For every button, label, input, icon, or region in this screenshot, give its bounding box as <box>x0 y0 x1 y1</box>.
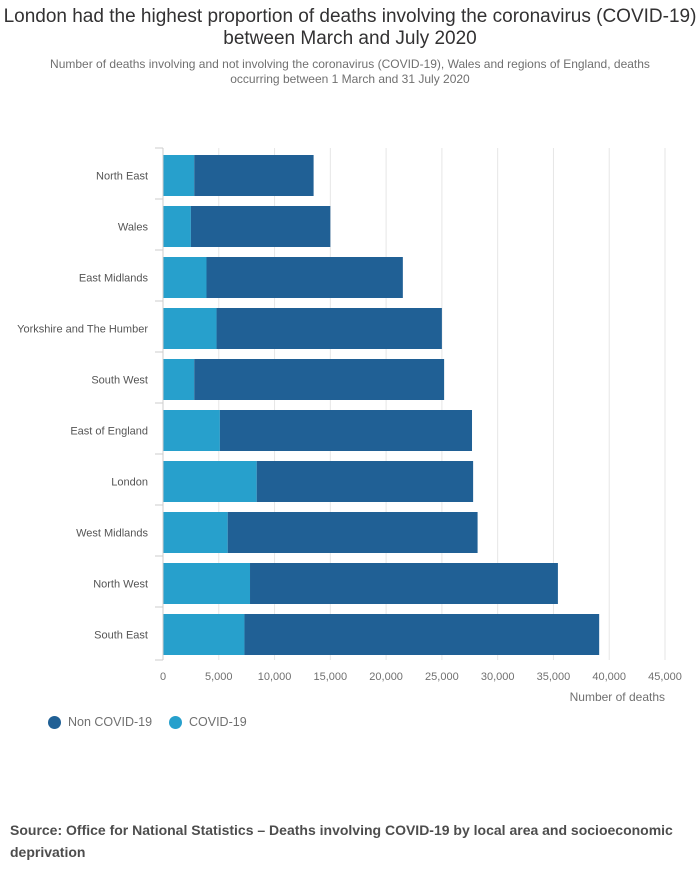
legend-label-non-covid: Non COVID-19 <box>68 715 153 729</box>
bar-covid-wales <box>163 206 191 247</box>
bar-non-covid-wales <box>190 206 331 247</box>
bar-covid-west-midlands <box>163 512 228 553</box>
bar-covid-north-west <box>163 563 251 604</box>
bar-covid-north-east <box>163 155 195 196</box>
bar-non-covid-london <box>256 461 474 502</box>
x-tick-label-7: 35,000 <box>537 671 571 683</box>
x-tick-label-5: 25,000 <box>425 671 459 683</box>
x-tick-label-0: 0 <box>160 671 166 683</box>
source-note: Source: Office for National Statistics –… <box>10 822 673 860</box>
bar-non-covid-north-west <box>250 563 558 604</box>
x-tick-label-1: 5,000 <box>205 671 233 683</box>
bar-non-covid-south-east <box>244 614 600 655</box>
bar-covid-yorkshire-and-the-humber <box>163 308 217 349</box>
bar-covid-south-west <box>163 359 195 400</box>
bar-non-covid-west-midlands <box>227 512 478 553</box>
category-label-london: London <box>111 477 148 489</box>
x-tick-label-6: 30,000 <box>481 671 515 683</box>
x-tick-label-3: 15,000 <box>314 671 348 683</box>
category-label-north-west: North West <box>93 579 148 591</box>
stacked-bar-chart: North East Wales East Midlands Yorkshire an… <box>17 147 682 704</box>
legend-item-covid[interactable]: COVID-19 <box>169 715 247 729</box>
legend-item-non-covid[interactable]: Non COVID-19 <box>48 715 152 729</box>
legend-swatch-non-covid <box>48 715 61 729</box>
bar-non-covid-east-of-england <box>219 410 473 451</box>
x-tick-label-9: 45,000 <box>648 671 682 683</box>
bar-covid-london <box>163 461 257 502</box>
category-label-south-east: South East <box>94 630 148 642</box>
bar-covid-east-midlands <box>163 257 207 298</box>
x-tick-label-4: 20,000 <box>369 671 403 683</box>
chart-title: London had the highest proportion of dea… <box>3 6 697 49</box>
x-axis-title: Number of deaths <box>570 690 665 704</box>
legend-label-covid: COVID-19 <box>189 715 247 729</box>
bar-non-covid-north-east <box>194 155 314 196</box>
category-label-west-midlands: West Midlands <box>76 528 148 540</box>
category-label-east-of-england: East of England <box>70 426 148 438</box>
bar-covid-east-of-england <box>163 410 220 451</box>
bar-non-covid-east-midlands <box>206 257 403 298</box>
category-label-east-midlands: East Midlands <box>79 273 149 285</box>
bar-non-covid-yorkshire-and-the-humber <box>216 308 442 349</box>
bar-covid-south-east <box>163 614 245 655</box>
x-tick-label-2: 10,000 <box>258 671 292 683</box>
bar-non-covid-south-west <box>194 359 445 400</box>
category-label-south-west: South West <box>91 375 148 387</box>
category-label-wales: Wales <box>118 222 149 234</box>
chart-subtitle: Number of deaths involving and not invol… <box>50 57 650 86</box>
category-label-yorkshire-and-the-humber: Yorkshire and The Humber <box>17 324 148 336</box>
category-label-north-east: North East <box>96 171 148 183</box>
x-tick-label-8: 40,000 <box>592 671 626 683</box>
legend-swatch-covid <box>169 715 182 729</box>
